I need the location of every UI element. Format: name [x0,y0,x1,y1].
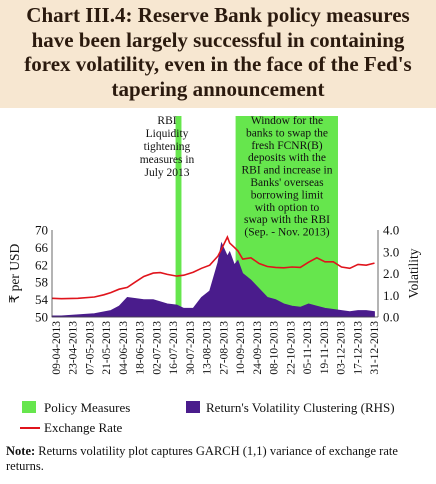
annotation-fcnr-line: Window for the [251,115,323,127]
annotation-rbi-line: Liquidity [146,128,189,140]
x-tick-label: 27-08-2013 [218,321,230,375]
annotation-fcnr-line: RBI and increase in [241,165,332,177]
y2-tick-label: 1.0 [383,288,399,303]
note-text: Returns volatility plot captures GARCH (… [6,444,398,473]
x-tick-label: 18-06-2013 [135,321,147,375]
legend-rate-label: Exchange Rate [44,420,123,435]
annotation-fcnr-line: borrowing limit [251,189,324,201]
x-tick-label: 10-09-2013 [235,321,247,375]
note-label: Note: [6,444,36,458]
annotation-rbi-line: July 2013 [144,167,189,179]
y-tick-label: 58 [35,275,48,290]
annotation-fcnr-line: deposits with the [248,152,326,164]
x-tick-label: 31-12-2013 [369,321,381,375]
x-tick-label: 19-11-2013 [319,321,331,374]
x-tick-label: 23-04-2013 [68,321,80,375]
y2-axis-title: Volatility [406,248,421,298]
x-tick-label: 09-04-2013 [51,321,63,375]
y2-tick-label: 0.0 [383,310,399,325]
chart-title: Chart III.4: Reserve Bank policy measure… [24,3,412,101]
annotation-fcnr-line: banks to swap the [246,127,328,139]
title-banner: Chart III.4: Reserve Bank policy measure… [0,0,436,108]
chart-area: 50 54 58 62 66 70 0.0 1.0 2.0 3.0 4.0 ₹ per USD Vola… [7,115,421,435]
y2-tick-label: 2.0 [383,266,399,281]
x-tick-label: 24-09-2013 [252,321,264,375]
annotation-fcnr-line: with option to [255,202,320,214]
annotation-fcnr-line: fresh FCNR(B) [251,140,322,152]
x-tick-label: 08-10-2013 [269,321,281,375]
annotation-fcnr-line: swap with the RBI [244,214,330,226]
y2-tick-label: 4.0 [383,223,399,238]
annotation-rbi-line: measures in [140,154,195,166]
y-axis-title: ₹ per USD [7,243,22,303]
legend-volatility-swatch [186,401,200,413]
legend-policy-label: Policy Measures [44,400,130,415]
x-tick-label: 04-06-2013 [118,321,130,375]
legend-volatility-label: Return's Volatility Clustering (RHS) [206,400,395,415]
x-tick-label: 17-12-2013 [352,321,364,375]
policy-band-1 [175,116,182,317]
y-tick-label: 54 [35,292,49,307]
y-tick-label: 50 [35,310,48,325]
x-tick-label: 07-05-2013 [85,321,97,375]
y2-tick-label: 3.0 [383,244,399,259]
y-tick-label: 66 [35,240,49,255]
legend-policy-swatch [22,401,36,413]
x-tick-label: 21-05-2013 [101,321,113,375]
x-tick-label: 16-07-2013 [168,321,180,375]
x-tick-label: 22-10-2013 [285,321,297,375]
volatility-area [51,241,375,318]
annotation-fcnr-line: Banks' overseas [250,177,324,189]
annotation-rbi-line: tightening [144,141,191,153]
x-tick-label: 13-08-2013 [202,321,214,375]
exchange-rate-line [51,234,375,300]
x-tick-label: 02-07-2013 [151,321,163,375]
x-tick-label: 03-12-2013 [336,321,348,375]
x-tick-label: 05-11-2013 [302,321,314,374]
y-tick-label: 62 [35,257,48,272]
annotation-rbi-line: RBI [157,115,176,127]
y-tick-label: 70 [35,223,48,238]
x-tick-label: 30-07-2013 [185,321,197,375]
footnote: Note: Returns volatility plot captures G… [6,444,432,474]
annotation-fcnr-line: (Sep. - Nov. 2013) [244,227,329,239]
